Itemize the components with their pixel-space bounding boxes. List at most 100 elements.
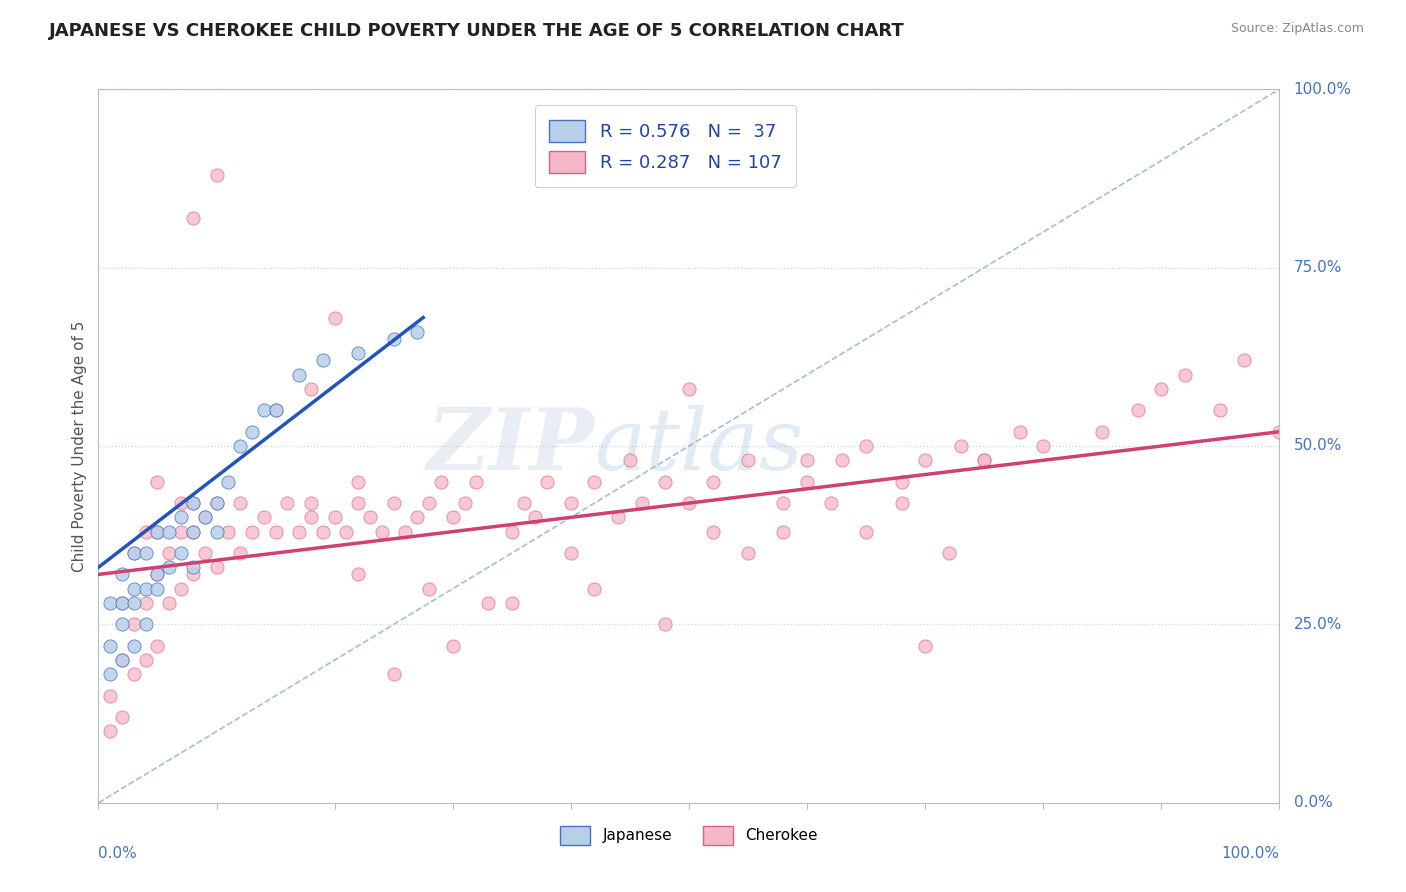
Point: [382, 496, 405, 510]
Point: [98, 689, 121, 703]
Point: [737, 546, 759, 560]
Point: [122, 639, 145, 653]
Point: [157, 560, 180, 574]
Point: [170, 582, 193, 596]
Point: [205, 524, 228, 539]
Point: [536, 475, 558, 489]
Point: [524, 510, 547, 524]
Point: [122, 546, 145, 560]
Point: [855, 439, 877, 453]
Point: [347, 567, 370, 582]
Point: [453, 496, 475, 510]
Point: [264, 403, 287, 417]
Point: [98, 724, 121, 739]
Point: [299, 382, 322, 396]
Point: [111, 596, 134, 610]
Point: [205, 496, 228, 510]
Point: [938, 546, 960, 560]
Text: ZIP: ZIP: [426, 404, 595, 488]
Point: [253, 403, 276, 417]
Point: [702, 475, 724, 489]
Point: [181, 524, 204, 539]
Text: 0.0%: 0.0%: [1294, 796, 1333, 810]
Point: [229, 439, 252, 453]
Point: [146, 639, 169, 653]
Point: [512, 496, 534, 510]
Text: 75.0%: 75.0%: [1294, 260, 1341, 275]
Point: [122, 546, 145, 560]
Point: [619, 453, 641, 467]
Point: [194, 510, 217, 524]
Point: [1032, 439, 1054, 453]
Point: [441, 510, 464, 524]
Point: [430, 475, 453, 489]
Point: [181, 524, 204, 539]
Point: [465, 475, 488, 489]
Point: [1126, 403, 1149, 417]
Point: [229, 546, 252, 560]
Text: 100.0%: 100.0%: [1222, 846, 1279, 861]
Point: [111, 710, 134, 724]
Point: [312, 524, 335, 539]
Point: [157, 546, 180, 560]
Point: [347, 475, 370, 489]
Point: [890, 496, 912, 510]
Point: [181, 567, 204, 582]
Point: [560, 496, 582, 510]
Point: [583, 582, 606, 596]
Point: [1008, 425, 1031, 439]
Point: [678, 382, 700, 396]
Point: [253, 510, 276, 524]
Point: [98, 667, 121, 681]
Point: [418, 582, 440, 596]
Point: [181, 211, 204, 225]
Point: [607, 510, 630, 524]
Point: [772, 496, 794, 510]
Point: [135, 582, 157, 596]
Point: [299, 510, 322, 524]
Point: [312, 353, 335, 368]
Point: [678, 496, 700, 510]
Point: [122, 617, 145, 632]
Point: [146, 475, 169, 489]
Point: [146, 582, 169, 596]
Point: [418, 496, 440, 510]
Point: [229, 496, 252, 510]
Point: [299, 496, 322, 510]
Point: [181, 496, 204, 510]
Point: [890, 475, 912, 489]
Point: [1091, 425, 1114, 439]
Y-axis label: Child Poverty Under the Age of 5: Child Poverty Under the Age of 5: [72, 320, 87, 572]
Point: [796, 453, 818, 467]
Point: [170, 524, 193, 539]
Point: [359, 510, 381, 524]
Point: [347, 496, 370, 510]
Point: [146, 567, 169, 582]
Point: [146, 524, 169, 539]
Point: [288, 368, 311, 382]
Point: [323, 310, 346, 325]
Point: [122, 582, 145, 596]
Point: [170, 510, 193, 524]
Point: [914, 453, 936, 467]
Text: Source: ZipAtlas.com: Source: ZipAtlas.com: [1230, 22, 1364, 36]
Point: [111, 596, 134, 610]
Point: [146, 524, 169, 539]
Point: [205, 560, 228, 574]
Point: [347, 346, 370, 360]
Point: [335, 524, 357, 539]
Point: [135, 524, 157, 539]
Point: [855, 524, 877, 539]
Point: [181, 560, 204, 574]
Point: [973, 453, 995, 467]
Point: [122, 667, 145, 681]
Point: [181, 496, 204, 510]
Text: 100.0%: 100.0%: [1294, 82, 1351, 96]
Text: 50.0%: 50.0%: [1294, 439, 1341, 453]
Point: [288, 524, 311, 539]
Point: [406, 510, 429, 524]
Point: [157, 596, 180, 610]
Point: [111, 567, 134, 582]
Point: [394, 524, 416, 539]
Point: [820, 496, 842, 510]
